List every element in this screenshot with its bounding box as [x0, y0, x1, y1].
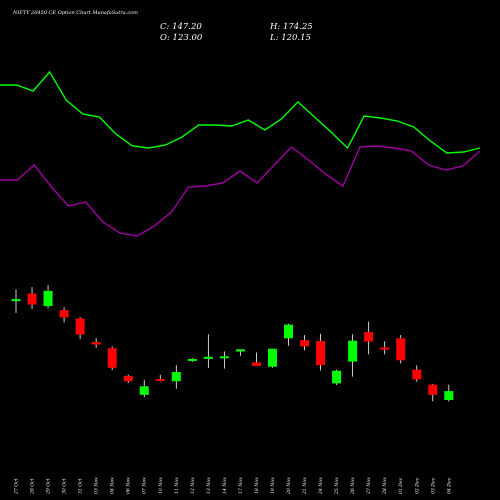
candle-body-down: [316, 340, 326, 366]
candle-body-down: [107, 348, 117, 368]
x-tick-label: 25 Nov: [334, 477, 340, 495]
candle-21-nov: [300, 335, 310, 351]
candle-body-up: [139, 386, 149, 395]
x-tick-label: 20 Nov: [286, 477, 292, 495]
x-tick-label: 24 Nov: [318, 477, 324, 495]
x-tick-label: 27 Oct: [14, 478, 20, 495]
x-tick-label: 30 Oct: [62, 478, 68, 494]
x-tick-label: 29 Oct: [46, 478, 52, 495]
close-value: C: 147.20: [160, 22, 202, 32]
candle-04-dec: [444, 384, 454, 402]
candle-20-nov: [284, 323, 294, 346]
low-value: L: 120.15: [269, 33, 311, 43]
x-tick-label: 10 Nov: [158, 477, 164, 494]
candle-body-down: [380, 347, 390, 350]
candle-28-oct: [27, 287, 37, 309]
candle-11-nov: [171, 365, 181, 389]
candle-03-dec: [428, 383, 438, 402]
candle-body-down: [155, 379, 165, 382]
candle-04-nov: [107, 346, 117, 370]
candle-29-oct: [43, 284, 53, 309]
candle-body-down: [123, 375, 133, 382]
candle-body-up: [219, 356, 229, 359]
x-tick-label: 18 Nov: [254, 477, 260, 494]
candle-body-down: [300, 340, 310, 347]
candle-17-nov: [235, 349, 245, 356]
candle-10-nov: [155, 374, 165, 382]
x-tick-label: 13 Nov: [206, 477, 212, 494]
candle-24-nov: [316, 333, 326, 371]
x-tick-label: 07 Nov: [142, 477, 148, 494]
x-tick-label: 02 Dec: [414, 477, 420, 494]
candle-body-up: [235, 349, 245, 352]
candle-body-down: [396, 338, 406, 361]
candle-27-nov: [364, 321, 374, 355]
candle-30-oct: [59, 307, 69, 323]
indicator-line-1: [0, 70, 481, 154]
x-tick-label: 06 Nov: [126, 477, 132, 494]
candle-02-dec: [412, 365, 422, 382]
candle-body-up: [332, 370, 342, 384]
candle-body-down: [251, 362, 261, 366]
indicator-line-2: [0, 145, 481, 237]
candle-body-up: [284, 324, 294, 339]
x-tick-label: 19 Nov: [270, 477, 276, 494]
candle-03-nov: [91, 338, 101, 348]
x-axis-tick-labels: 27 Oct 28 Oct 29 Oct 30 Oct 31 Oct 03 Nov 04 N…: [14, 477, 453, 495]
candle-31-oct: [75, 317, 85, 340]
candle-12-nov: [187, 358, 197, 362]
candle-body-up: [187, 358, 197, 361]
x-tick-label: 04 Dec: [446, 477, 452, 494]
candle-body-up: [267, 348, 277, 367]
indicator-lines: [0, 70, 481, 237]
candle-28-nov: [380, 341, 390, 355]
open-value: O: 123.00: [160, 33, 203, 43]
x-tick-label: 17 Nov: [238, 477, 244, 494]
x-tick-label: 28 Nov: [382, 477, 388, 495]
x-tick-label: 26 Nov: [350, 477, 356, 495]
candle-13-nov: [203, 334, 213, 369]
candle-01-dec: [396, 335, 406, 364]
candle-19-nov: [267, 348, 277, 368]
x-tick-label: 21 Nov: [302, 477, 308, 495]
candle-26-nov: [348, 334, 358, 377]
candle-body-down: [75, 318, 85, 335]
x-tick-label: 14 Nov: [222, 477, 228, 494]
candle-body-up: [203, 356, 213, 359]
candle-body-up: [348, 340, 358, 362]
candle-body-down: [91, 342, 101, 345]
candle-25-nov: [332, 369, 342, 385]
x-tick-label: 31 Oct: [78, 478, 84, 494]
x-tick-label: 04 Nov: [110, 477, 116, 494]
candle-14-nov: [219, 351, 229, 369]
candle-body-down: [412, 369, 422, 380]
x-tick-label: 12 Nov: [190, 477, 196, 494]
x-tick-label: 28 Oct: [30, 478, 36, 495]
candles: [11, 284, 454, 402]
x-tick-label: 27 Nov: [366, 477, 372, 495]
candle-07-nov: [139, 379, 149, 398]
candle-body-up: [171, 372, 181, 382]
high-value: H: 174.25: [269, 22, 313, 32]
chart-title: NIFTY 26450 CE Option Chart MunafaSutra.…: [12, 10, 138, 16]
candle-body-down: [59, 310, 69, 318]
x-tick-label: 03 Dec: [430, 477, 436, 494]
candle-body-down: [364, 332, 374, 342]
candle-body-down: [428, 384, 438, 395]
candle-body-up: [11, 299, 21, 302]
candle-27-oct: [11, 289, 21, 313]
candle-body-down: [27, 293, 37, 305]
x-tick-label: 03 Nov: [94, 477, 100, 494]
candle-06-nov: [123, 374, 133, 384]
candle-18-nov: [251, 352, 261, 366]
x-tick-label: 01 Dec: [398, 477, 404, 494]
x-tick-label: 11 Nov: [174, 477, 180, 494]
candle-body-up: [43, 290, 53, 307]
candle-body-up: [444, 391, 454, 400]
